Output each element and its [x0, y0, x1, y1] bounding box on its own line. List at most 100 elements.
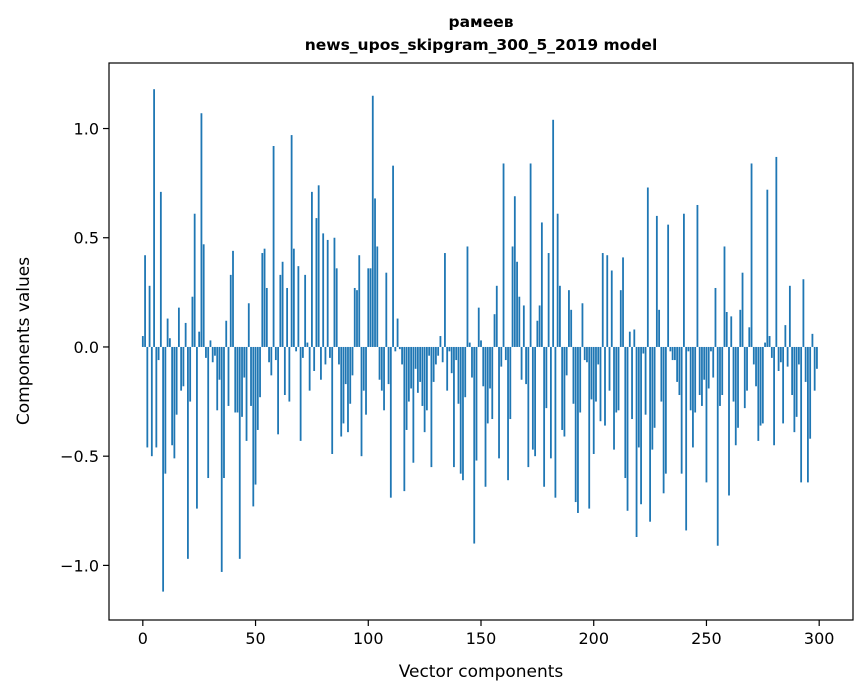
bar: [229, 274, 232, 347]
y-tick-label: 1.0: [74, 120, 99, 139]
bar: [331, 346, 334, 454]
plot-area-frame: [108, 62, 854, 621]
bar: [299, 346, 302, 441]
bar: [265, 287, 268, 347]
bar: [365, 346, 367, 415]
bar: [797, 346, 800, 365]
bar: [761, 346, 764, 424]
bar: [698, 346, 701, 396]
bar: [175, 346, 178, 415]
bar: [168, 338, 171, 347]
bar: [457, 346, 460, 404]
bar: [416, 346, 419, 393]
bar: [144, 255, 146, 347]
bar: [559, 285, 561, 347]
bar: [606, 255, 609, 347]
bar: [694, 346, 697, 413]
bar: [198, 331, 201, 347]
bar: [279, 274, 282, 347]
bar: [297, 266, 300, 347]
bar: [283, 346, 286, 396]
bar: [437, 346, 440, 356]
bar: [572, 346, 575, 404]
bar: [529, 163, 532, 347]
bar: [150, 346, 153, 457]
bar: [581, 303, 584, 347]
bar: [635, 346, 638, 537]
bar: [371, 95, 374, 347]
bar: [200, 113, 203, 347]
bar: [295, 346, 298, 352]
bar: [184, 322, 187, 347]
bar: [351, 346, 354, 376]
bar: [779, 346, 782, 363]
bar: [513, 196, 516, 347]
bar: [673, 346, 676, 361]
bar: [286, 287, 289, 347]
bar: [676, 346, 679, 382]
y-axis-ticks: −1.0 −0.5 0.0 0.5 1.0: [60, 120, 109, 575]
bar: [707, 346, 710, 389]
bar: [791, 346, 794, 396]
bar: [509, 346, 512, 420]
bar: [764, 342, 766, 347]
bar: [326, 239, 329, 347]
x-axis-ticks: 0 50 100 150 200 250 300: [138, 620, 835, 648]
bar: [317, 185, 320, 347]
bar: [356, 290, 358, 347]
bar: [477, 307, 480, 347]
bar: [378, 346, 381, 380]
bar: [412, 346, 415, 463]
bar: [583, 346, 586, 361]
bar: [491, 346, 494, 420]
bar: [574, 346, 577, 503]
bar: [358, 255, 361, 347]
bar: [191, 296, 194, 347]
bar: [288, 346, 291, 402]
bar: [435, 346, 437, 365]
bar: [660, 346, 663, 402]
bar: [755, 346, 757, 387]
bar: [531, 346, 534, 450]
bar: [768, 336, 771, 347]
bar: [292, 248, 295, 347]
bar: [207, 346, 210, 479]
x-tick-label: 300: [804, 629, 835, 648]
bar: [259, 346, 261, 398]
bar: [205, 346, 207, 358]
bar: [218, 346, 221, 380]
bar: [380, 346, 383, 391]
bar: [784, 325, 787, 347]
bar: [241, 346, 243, 417]
bar: [608, 346, 611, 391]
bar: [795, 346, 798, 417]
y-tick-label: 0.5: [74, 229, 99, 248]
bar: [414, 346, 417, 369]
bar: [678, 346, 681, 396]
bar: [651, 346, 654, 450]
bar: [164, 346, 167, 474]
bar: [383, 346, 385, 411]
bar: [701, 346, 703, 406]
bar: [171, 346, 174, 446]
bar: [374, 198, 376, 347]
bar: [159, 191, 162, 347]
bar: [633, 329, 636, 347]
bar: [308, 346, 311, 391]
bar: [586, 346, 588, 363]
bar: [430, 346, 433, 468]
bar: [696, 204, 699, 347]
bar: [595, 346, 597, 402]
bar: [211, 346, 214, 363]
y-tick-label: −1.0: [60, 556, 99, 575]
bar: [662, 346, 665, 494]
bar: [405, 346, 408, 430]
bar: [737, 346, 739, 428]
bar: [250, 346, 252, 406]
bar: [610, 270, 613, 347]
bar: [703, 346, 706, 380]
bar: [322, 233, 325, 347]
bar: [730, 316, 733, 347]
bar: [274, 346, 277, 361]
bar: [540, 222, 543, 347]
